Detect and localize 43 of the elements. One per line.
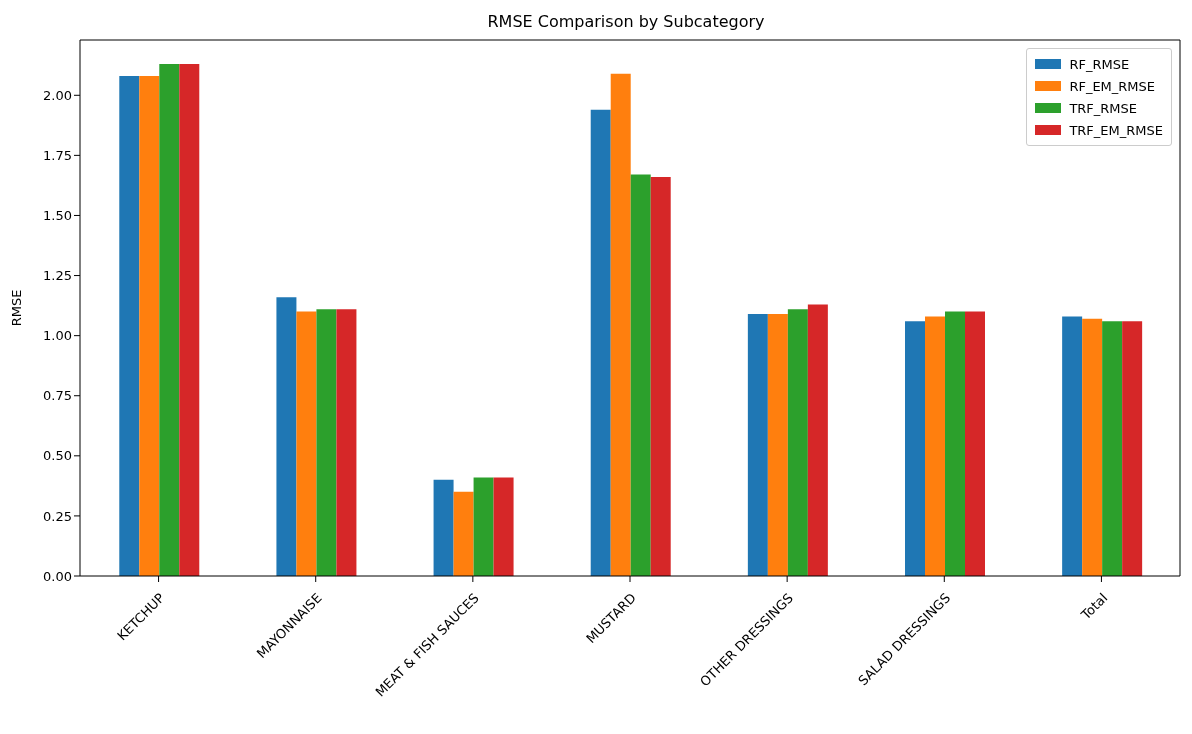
legend-label: TRF_EM_RMSE — [1069, 122, 1163, 138]
bar — [610, 73, 631, 576]
legend-label: RF_RMSE — [1069, 56, 1130, 72]
bar — [316, 309, 337, 576]
bar — [453, 491, 474, 576]
bar — [473, 477, 494, 576]
y-tick-label: 1.50 — [43, 208, 72, 224]
bar — [787, 309, 808, 576]
bar — [139, 76, 160, 576]
bar — [650, 177, 671, 576]
bar — [965, 311, 985, 576]
y-tick-label: 0.00 — [43, 568, 72, 584]
bar — [767, 314, 788, 576]
bar — [630, 174, 651, 576]
bar — [179, 64, 200, 576]
bar — [590, 109, 611, 576]
bar — [493, 477, 514, 576]
bar — [747, 314, 768, 576]
bar — [433, 479, 454, 576]
y-axis-title: RMSE — [8, 289, 24, 327]
y-tick-label: 2.00 — [43, 87, 72, 103]
bar — [296, 311, 317, 576]
legend-label: RF_EM_RMSE — [1069, 78, 1156, 94]
bar — [925, 316, 945, 576]
bar — [1082, 318, 1103, 576]
bar — [159, 64, 180, 576]
bar — [1102, 321, 1123, 576]
bar — [1062, 316, 1083, 576]
y-tick-label: 1.75 — [43, 147, 72, 163]
bar — [905, 321, 925, 576]
chart-title: RMSE Comparison by Subcategory — [486, 12, 766, 31]
bar — [945, 311, 965, 576]
bar — [119, 76, 140, 576]
y-tick-label: 0.25 — [43, 508, 72, 524]
y-tick-label: 0.75 — [43, 388, 72, 404]
bar — [276, 297, 297, 576]
y-tick-label: 1.25 — [43, 268, 72, 284]
bar — [336, 309, 357, 576]
bar — [807, 304, 828, 576]
legend-label: TRF_RMSE — [1069, 100, 1138, 116]
y-tick-label: 1.00 — [43, 328, 72, 344]
bar — [1122, 321, 1143, 576]
y-tick-label: 0.50 — [43, 448, 72, 464]
